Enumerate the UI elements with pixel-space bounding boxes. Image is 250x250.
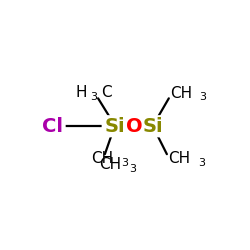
Text: Si: Si <box>143 117 164 136</box>
Text: H: H <box>76 85 87 100</box>
Text: CH: CH <box>170 86 192 101</box>
Text: Cl: Cl <box>42 117 63 136</box>
Text: 3: 3 <box>198 158 205 168</box>
Text: Cl: Cl <box>40 116 64 136</box>
Text: CH: CH <box>100 157 122 172</box>
Text: CH: CH <box>91 151 114 166</box>
Text: Si: Si <box>142 116 165 136</box>
Text: Si: Si <box>104 117 125 136</box>
Text: C: C <box>101 85 112 100</box>
Text: 3: 3 <box>129 164 136 173</box>
Text: CH: CH <box>168 151 190 166</box>
Text: O: O <box>126 117 142 136</box>
Text: O: O <box>124 116 144 136</box>
Text: 3: 3 <box>121 158 128 168</box>
Text: 3: 3 <box>200 92 206 102</box>
Text: Si: Si <box>103 116 126 136</box>
Text: 3: 3 <box>90 92 97 102</box>
